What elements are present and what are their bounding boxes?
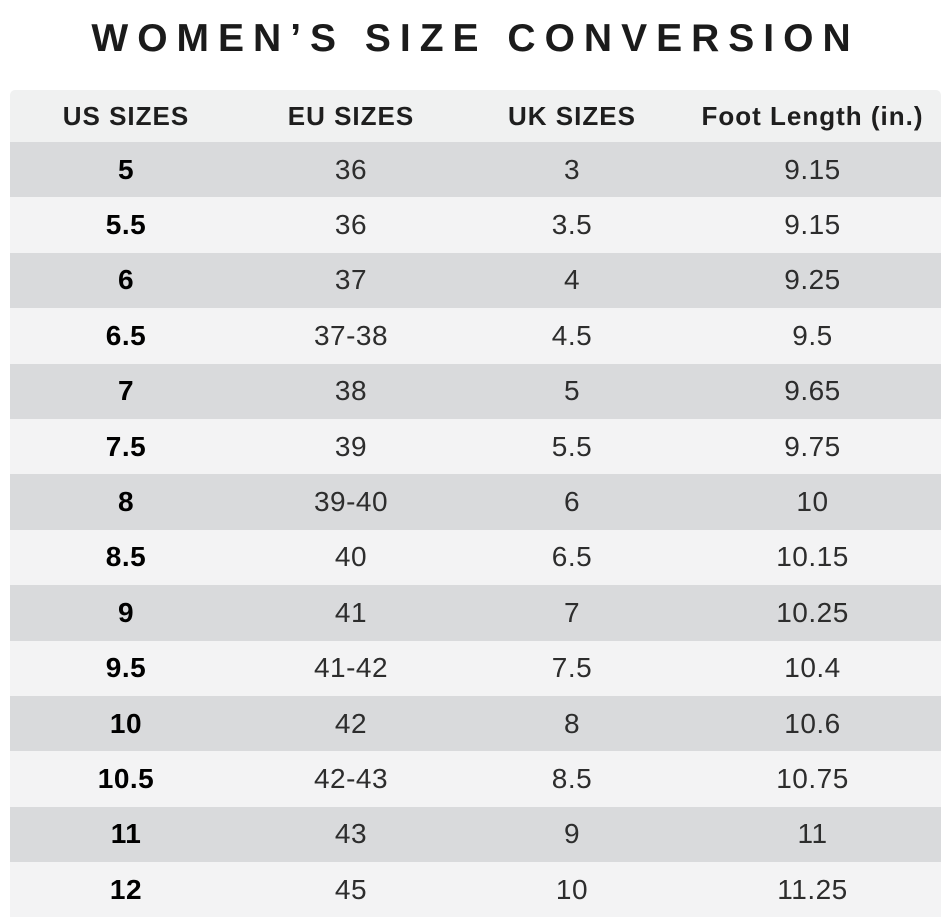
eu-sizes-cell: 42-43 [313,762,389,794]
us-sizes-cell: 9.5 [105,652,147,684]
table-row: 10.5 42-43 8.5 10.75 [10,751,941,807]
table-row: 6.5 37-38 4.5 9.5 [10,308,941,364]
us-sizes-cell: 5 [117,153,135,185]
eu-sizes-cell: 42 [334,707,368,739]
size-conversion-table: US SIZES EU SIZES UK SIZES Foot Length (in.… [10,90,941,917]
foot-length-cell: 9.15 [784,209,841,241]
column-header-eu-sizes: EU SIZES [242,90,460,142]
foot-length-cell: 9.5 [792,319,833,351]
table-header: US SIZES EU SIZES UK SIZES Foot Length (in.… [10,90,941,142]
eu-sizes-cell: 36 [334,209,368,241]
eu-sizes-cell: 36 [334,153,368,185]
uk-sizes-cell: 6.5 [551,541,593,573]
uk-sizes-cell: 9 [563,818,581,850]
table-row: 9.5 41-42 7.5 10.4 [10,640,941,696]
table-body: 5 36 3 9.15 5.5 36 3.5 9.15 6 37 4 9.25 6.5 37-38 4.5 9… [10,142,941,917]
us-sizes-cell: 12 [109,873,143,905]
foot-length-cell: 10.4 [784,652,841,684]
eu-sizes-cell: 38 [334,375,368,407]
column-header-uk-sizes: UK SIZES [460,90,684,142]
foot-length-cell: 9.25 [784,264,841,296]
us-sizes-cell: 10 [109,707,143,739]
foot-length-cell: 11 [797,818,828,850]
uk-sizes-cell: 7.5 [551,652,593,684]
us-sizes-cell: 6 [117,264,135,296]
eu-sizes-cell: 43 [334,818,368,850]
uk-sizes-cell: 10 [555,873,589,905]
us-sizes-cell: 8.5 [105,541,147,573]
uk-sizes-cell: 4.5 [551,319,593,351]
uk-sizes-cell: 7 [563,596,581,628]
foot-length-cell: 10 [796,486,829,518]
us-sizes-cell: 9 [117,596,135,628]
us-sizes-cell: 6.5 [105,319,147,351]
us-sizes-cell: 5.5 [105,209,147,241]
table-row: 8 39-40 6 10 [10,474,941,530]
eu-sizes-cell: 37 [334,264,368,296]
uk-sizes-cell: 5 [563,375,581,407]
foot-length-cell: 10.25 [776,596,849,628]
column-header-foot-length: Foot Length (in.) [684,90,941,142]
foot-length-cell: 9.65 [784,375,841,407]
table-row: 8.5 40 6.5 10.15 [10,529,941,586]
us-sizes-cell: 11 [110,818,142,850]
foot-length-cell: 9.15 [784,153,841,185]
eu-sizes-cell: 45 [334,873,368,905]
table-row: 9 41 7 10.25 [10,585,941,641]
table-row: 12 45 10 11.25 [10,862,941,917]
eu-sizes-cell: 41-42 [313,652,389,684]
uk-sizes-cell: 3 [563,153,581,185]
table-row: 11 43 9 11 [10,806,941,863]
column-header-us-sizes: US SIZES [10,90,242,142]
foot-length-cell: 11.25 [777,873,848,905]
foot-length-cell: 9.75 [784,430,841,462]
us-sizes-cell: 8 [117,486,135,518]
foot-length-cell: 10.15 [776,541,849,573]
uk-sizes-cell: 8 [563,707,581,739]
table-row: 7 38 5 9.65 [10,363,941,419]
us-sizes-cell: 10.5 [97,762,155,794]
foot-length-cell: 10.6 [784,707,841,739]
header-row: US SIZES EU SIZES UK SIZES Foot Length (in.… [10,90,941,142]
uk-sizes-cell: 3.5 [551,209,593,241]
table-row: 5 36 3 9.15 [10,142,941,198]
uk-sizes-cell: 5.5 [551,430,593,462]
uk-sizes-cell: 8.5 [551,762,593,794]
foot-length-cell: 10.75 [776,762,849,794]
eu-sizes-cell: 39 [334,430,368,462]
eu-sizes-cell: 41 [334,596,368,628]
page-title: WOMEN’S SIZE CONVERSION [91,17,860,60]
uk-sizes-cell: 6 [563,486,581,518]
table-row: 6 37 4 9.25 [10,252,941,309]
table-row: 10 42 8 10.6 [10,695,941,752]
us-sizes-cell: 7 [117,375,135,407]
table-row: 7.5 39 5.5 9.75 [10,418,941,475]
eu-sizes-cell: 39-40 [313,486,389,518]
eu-sizes-cell: 40 [334,541,368,573]
eu-sizes-cell: 37-38 [313,319,389,351]
table-row: 5.5 36 3.5 9.15 [10,197,941,253]
us-sizes-cell: 7.5 [105,430,147,462]
uk-sizes-cell: 4 [563,264,581,296]
